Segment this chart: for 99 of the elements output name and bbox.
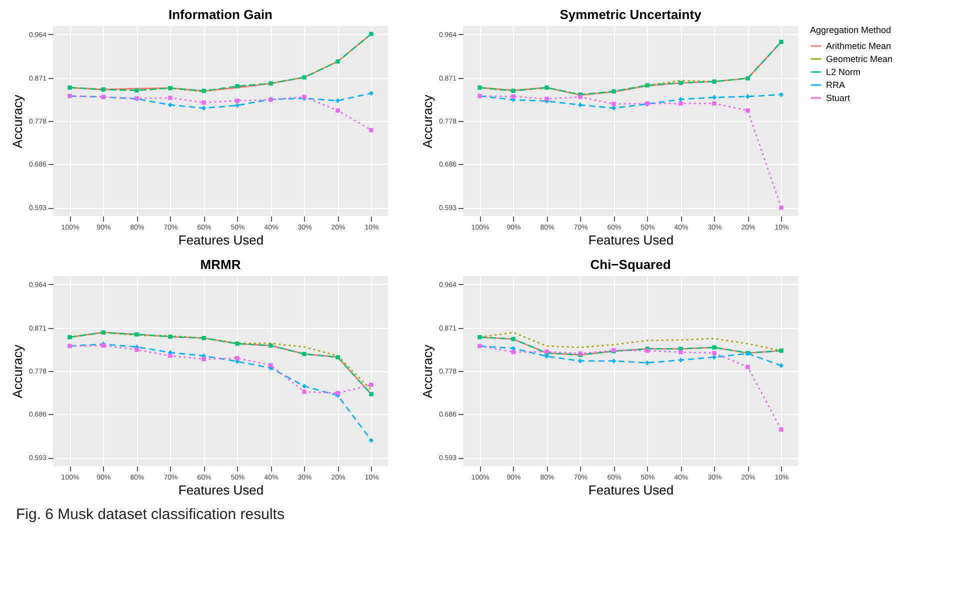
point	[68, 86, 72, 90]
legend-label: Stuart	[826, 93, 851, 103]
point	[134, 332, 139, 336]
point	[302, 384, 306, 388]
point	[712, 79, 716, 84]
point	[712, 95, 716, 100]
point	[779, 427, 784, 432]
point	[202, 106, 206, 110]
point	[302, 390, 306, 394]
point	[746, 108, 750, 113]
point	[369, 128, 374, 132]
point	[779, 205, 784, 210]
point	[779, 92, 784, 97]
point	[336, 391, 340, 396]
point	[268, 81, 273, 86]
point	[168, 96, 172, 100]
point	[369, 382, 374, 387]
point	[168, 354, 172, 358]
y-axis-title: Accuracy	[420, 344, 435, 398]
point	[544, 96, 549, 101]
point	[511, 94, 516, 99]
point	[101, 87, 106, 92]
point	[678, 358, 683, 362]
point	[544, 354, 549, 358]
legend-label: L2 Norm	[826, 67, 861, 77]
point	[678, 80, 683, 86]
point	[134, 348, 139, 352]
point	[134, 88, 139, 93]
point	[202, 336, 206, 340]
y-axis-title: Accuracy	[10, 94, 25, 148]
point	[746, 94, 750, 99]
point	[168, 334, 172, 339]
x-axis-title: Features Used	[178, 482, 264, 498]
point	[779, 364, 784, 368]
point	[578, 94, 582, 100]
point	[511, 88, 516, 94]
point	[578, 102, 582, 108]
point	[678, 350, 683, 354]
caption: Fig. 6 Musk dataset classification results	[16, 506, 286, 523]
legend-label: Geometric Mean	[826, 54, 893, 64]
point	[612, 106, 616, 110]
point	[678, 97, 683, 102]
point	[712, 355, 716, 360]
point	[612, 102, 616, 106]
y-axis-title: Accuracy	[10, 344, 25, 398]
chart-title: Chi−Squared	[590, 257, 671, 272]
point	[645, 360, 650, 365]
point	[202, 88, 206, 94]
point	[544, 86, 549, 90]
point	[101, 330, 106, 335]
point	[712, 101, 716, 106]
point	[235, 103, 240, 108]
point	[678, 101, 683, 106]
point	[612, 358, 616, 364]
chart-title: Information Gain	[168, 7, 273, 22]
point	[268, 343, 273, 348]
point	[336, 108, 340, 113]
point	[68, 335, 72, 340]
chart-title: Symmetric Uncertainty	[560, 7, 702, 22]
point	[369, 32, 374, 36]
x-axis-title: Features Used	[588, 232, 674, 248]
point	[336, 59, 340, 64]
point	[578, 358, 582, 364]
point	[168, 86, 172, 90]
point	[478, 86, 482, 90]
legend-label: RRA	[826, 80, 846, 90]
point	[712, 345, 716, 350]
point	[478, 335, 482, 340]
y-axis-title: Accuracy	[420, 94, 435, 148]
point	[746, 364, 750, 370]
point	[202, 356, 206, 362]
point	[779, 40, 784, 44]
point	[369, 438, 374, 442]
point	[511, 346, 516, 350]
point	[645, 83, 650, 88]
point	[235, 98, 240, 103]
point	[369, 91, 374, 96]
point	[168, 102, 172, 108]
legend-title: Aggregation Method	[810, 25, 892, 35]
x-axis-title: Features Used	[178, 232, 264, 248]
point	[268, 363, 273, 368]
point	[511, 336, 516, 342]
point	[235, 342, 240, 346]
legend-label: Arithmetic Mean	[826, 41, 892, 51]
point	[336, 98, 340, 103]
point	[511, 350, 516, 354]
point	[202, 100, 206, 105]
point	[712, 350, 716, 356]
point	[235, 84, 240, 88]
point	[746, 76, 750, 80]
point	[302, 352, 306, 356]
point	[369, 392, 374, 396]
point	[235, 356, 240, 360]
point	[336, 355, 340, 360]
chart-title: MRMR	[200, 257, 242, 272]
point	[779, 348, 784, 353]
point	[612, 89, 616, 94]
x-axis-title: Features Used	[588, 482, 674, 498]
point	[302, 75, 306, 80]
